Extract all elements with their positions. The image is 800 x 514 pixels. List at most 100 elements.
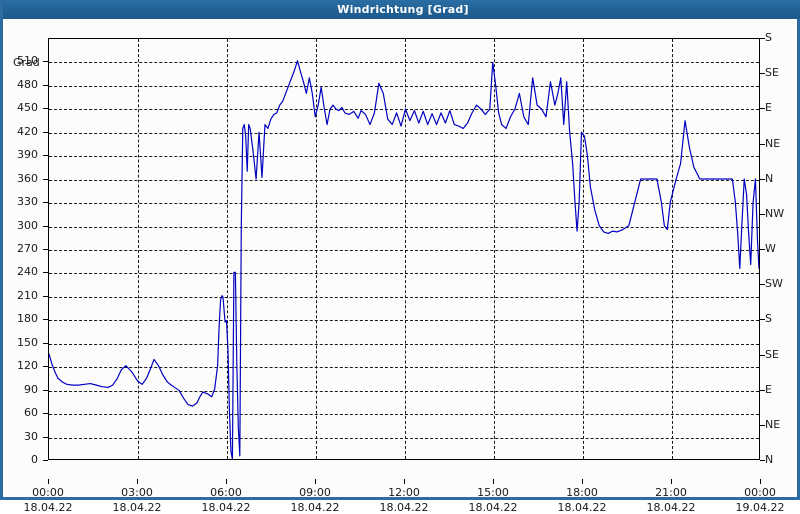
y-axis-left-tick-label: 180: [17, 312, 38, 326]
x-axis-tick-label: 21:00 18.04.22: [636, 486, 706, 514]
x-axis-time: 00:00: [744, 486, 776, 499]
y-axis-left-tick-label: 450: [17, 101, 38, 115]
gridline-horizontal: [49, 414, 759, 416]
y-axis-left-tick-label: 330: [17, 195, 38, 209]
y-axis-right-tick-label: SE: [765, 347, 779, 361]
y-axis-left-tick-label: 480: [17, 77, 38, 91]
y-axis-left-tick: [43, 61, 48, 63]
gridline-horizontal: [49, 203, 759, 205]
gridline-vertical: [494, 39, 495, 459]
x-axis-date: 18.04.22: [379, 501, 429, 514]
y-axis-left-tick: [43, 249, 48, 250]
x-axis-tick-label: 18:00 18.04.22: [547, 486, 617, 514]
x-axis-time: 06:00: [210, 486, 242, 499]
y-axis-right-tick: [760, 354, 765, 356]
x-axis-tick: [582, 479, 583, 484]
x-axis-time: 00:00: [32, 486, 64, 499]
y-axis-left-tick: [43, 272, 48, 274]
y-axis-left-tick: [43, 389, 48, 391]
page-title: Windrichtung [Grad]: [337, 3, 469, 16]
x-axis-date: 18.04.22: [557, 501, 607, 514]
y-axis-right-tick-label: NE: [765, 417, 781, 431]
x-axis-tick-label: 00:00 19.04.22: [725, 486, 795, 514]
x-axis-time: 03:00: [121, 486, 153, 499]
y-axis-right-tick: [760, 73, 765, 75]
y-axis-left-tick-label: 120: [17, 359, 38, 373]
x-axis-time: 15:00: [477, 486, 509, 499]
y-axis-right-tick-label: W: [765, 242, 776, 255]
x-axis-date: 18.04.22: [23, 501, 73, 514]
y-axis-left-tick: [43, 436, 48, 438]
x-axis-date: 18.04.22: [646, 501, 696, 514]
y-axis-right-tick-label: NE: [765, 136, 781, 150]
y-axis-right-tick: [760, 424, 765, 426]
y-axis-right-tick: [760, 249, 765, 250]
y-axis-right-tick: [760, 108, 765, 110]
y-axis-left-tick: [43, 366, 48, 368]
gridline-horizontal: [49, 132, 759, 134]
x-axis-tick: [671, 479, 672, 484]
gridline-horizontal: [49, 226, 759, 228]
x-axis-tick: [226, 479, 227, 484]
x-axis-date: 18.04.22: [201, 501, 251, 514]
gridline-vertical: [227, 39, 228, 459]
y-axis-left-tick: [43, 225, 48, 227]
y-axis-left-tick-label: 420: [17, 124, 38, 138]
gridline-horizontal: [49, 179, 759, 181]
y-axis-right-tick: [760, 213, 765, 215]
window-title-bar: Windrichtung [Grad]: [3, 0, 800, 19]
gridline-horizontal: [49, 367, 759, 369]
x-axis-tick-label: 15:00 18.04.22: [458, 486, 528, 514]
y-axis-left-tick: [43, 155, 48, 157]
x-axis-tick-label: 03:00 18.04.22: [102, 486, 172, 514]
gridline-horizontal: [49, 85, 759, 87]
y-axis-right-tick-label: S: [765, 31, 772, 44]
y-axis-left-tick: [43, 108, 48, 110]
x-axis-tick: [48, 479, 49, 484]
y-axis-right-tick-label: S: [765, 312, 772, 326]
x-axis-tick-label: 09:00 18.04.22: [280, 486, 350, 514]
y-axis-unit-label: Grad: [13, 56, 40, 69]
y-axis-right-tick: [760, 38, 765, 39]
y-axis-right-tick: [760, 389, 765, 391]
gridline-horizontal: [49, 156, 759, 158]
y-axis-right-tick-label: SW: [765, 277, 783, 291]
gridline-horizontal: [49, 296, 759, 298]
x-axis-tick-label: 06:00 18.04.22: [191, 486, 261, 514]
x-axis-tick: [315, 479, 316, 484]
gridline-horizontal: [49, 109, 759, 111]
y-axis-left-tick-label: 240: [17, 265, 38, 279]
y-axis-right-tick-label: N: [765, 171, 774, 185]
x-axis-time: 12:00: [388, 486, 420, 499]
y-axis-right-tick-label: SE: [765, 66, 779, 80]
wind-direction-polyline: [49, 60, 759, 459]
gridline-horizontal: [49, 437, 759, 439]
y-axis-right-tick: [760, 319, 765, 321]
x-axis-date: 18.04.22: [468, 501, 518, 514]
y-axis-left-tick: [43, 342, 48, 344]
y-axis-right-tick: [760, 143, 765, 145]
gridline-horizontal: [49, 320, 759, 322]
y-axis-left-tick-label: 300: [17, 218, 38, 232]
y-axis-left-tick: [43, 295, 48, 297]
y-axis-left-tick-label: 60: [24, 406, 38, 420]
y-axis-left-tick-label: 270: [17, 242, 38, 255]
gridline-horizontal: [49, 343, 759, 345]
y-axis-left-tick-label: 150: [17, 335, 38, 349]
y-axis-right-tick-label: E: [765, 101, 772, 115]
gridline-horizontal: [49, 390, 759, 392]
y-axis-left-tick: [43, 84, 48, 86]
y-axis-left-tick: [43, 460, 48, 461]
y-axis-left-tick: [43, 413, 48, 415]
y-axis-left-tick-label: 210: [17, 288, 38, 302]
y-axis-left-tick-label: 30: [24, 429, 38, 443]
y-axis-right-tick-label: E: [765, 382, 772, 396]
x-axis-tick: [493, 479, 494, 484]
y-axis-left-tick-label: 510: [17, 54, 38, 68]
y-axis-left-tick: [43, 319, 48, 321]
y-axis-left-tick-label: 360: [17, 171, 38, 185]
gridline-vertical: [316, 39, 317, 459]
gridline-horizontal: [49, 273, 759, 275]
y-axis-left-tick-label: 0: [31, 453, 38, 466]
